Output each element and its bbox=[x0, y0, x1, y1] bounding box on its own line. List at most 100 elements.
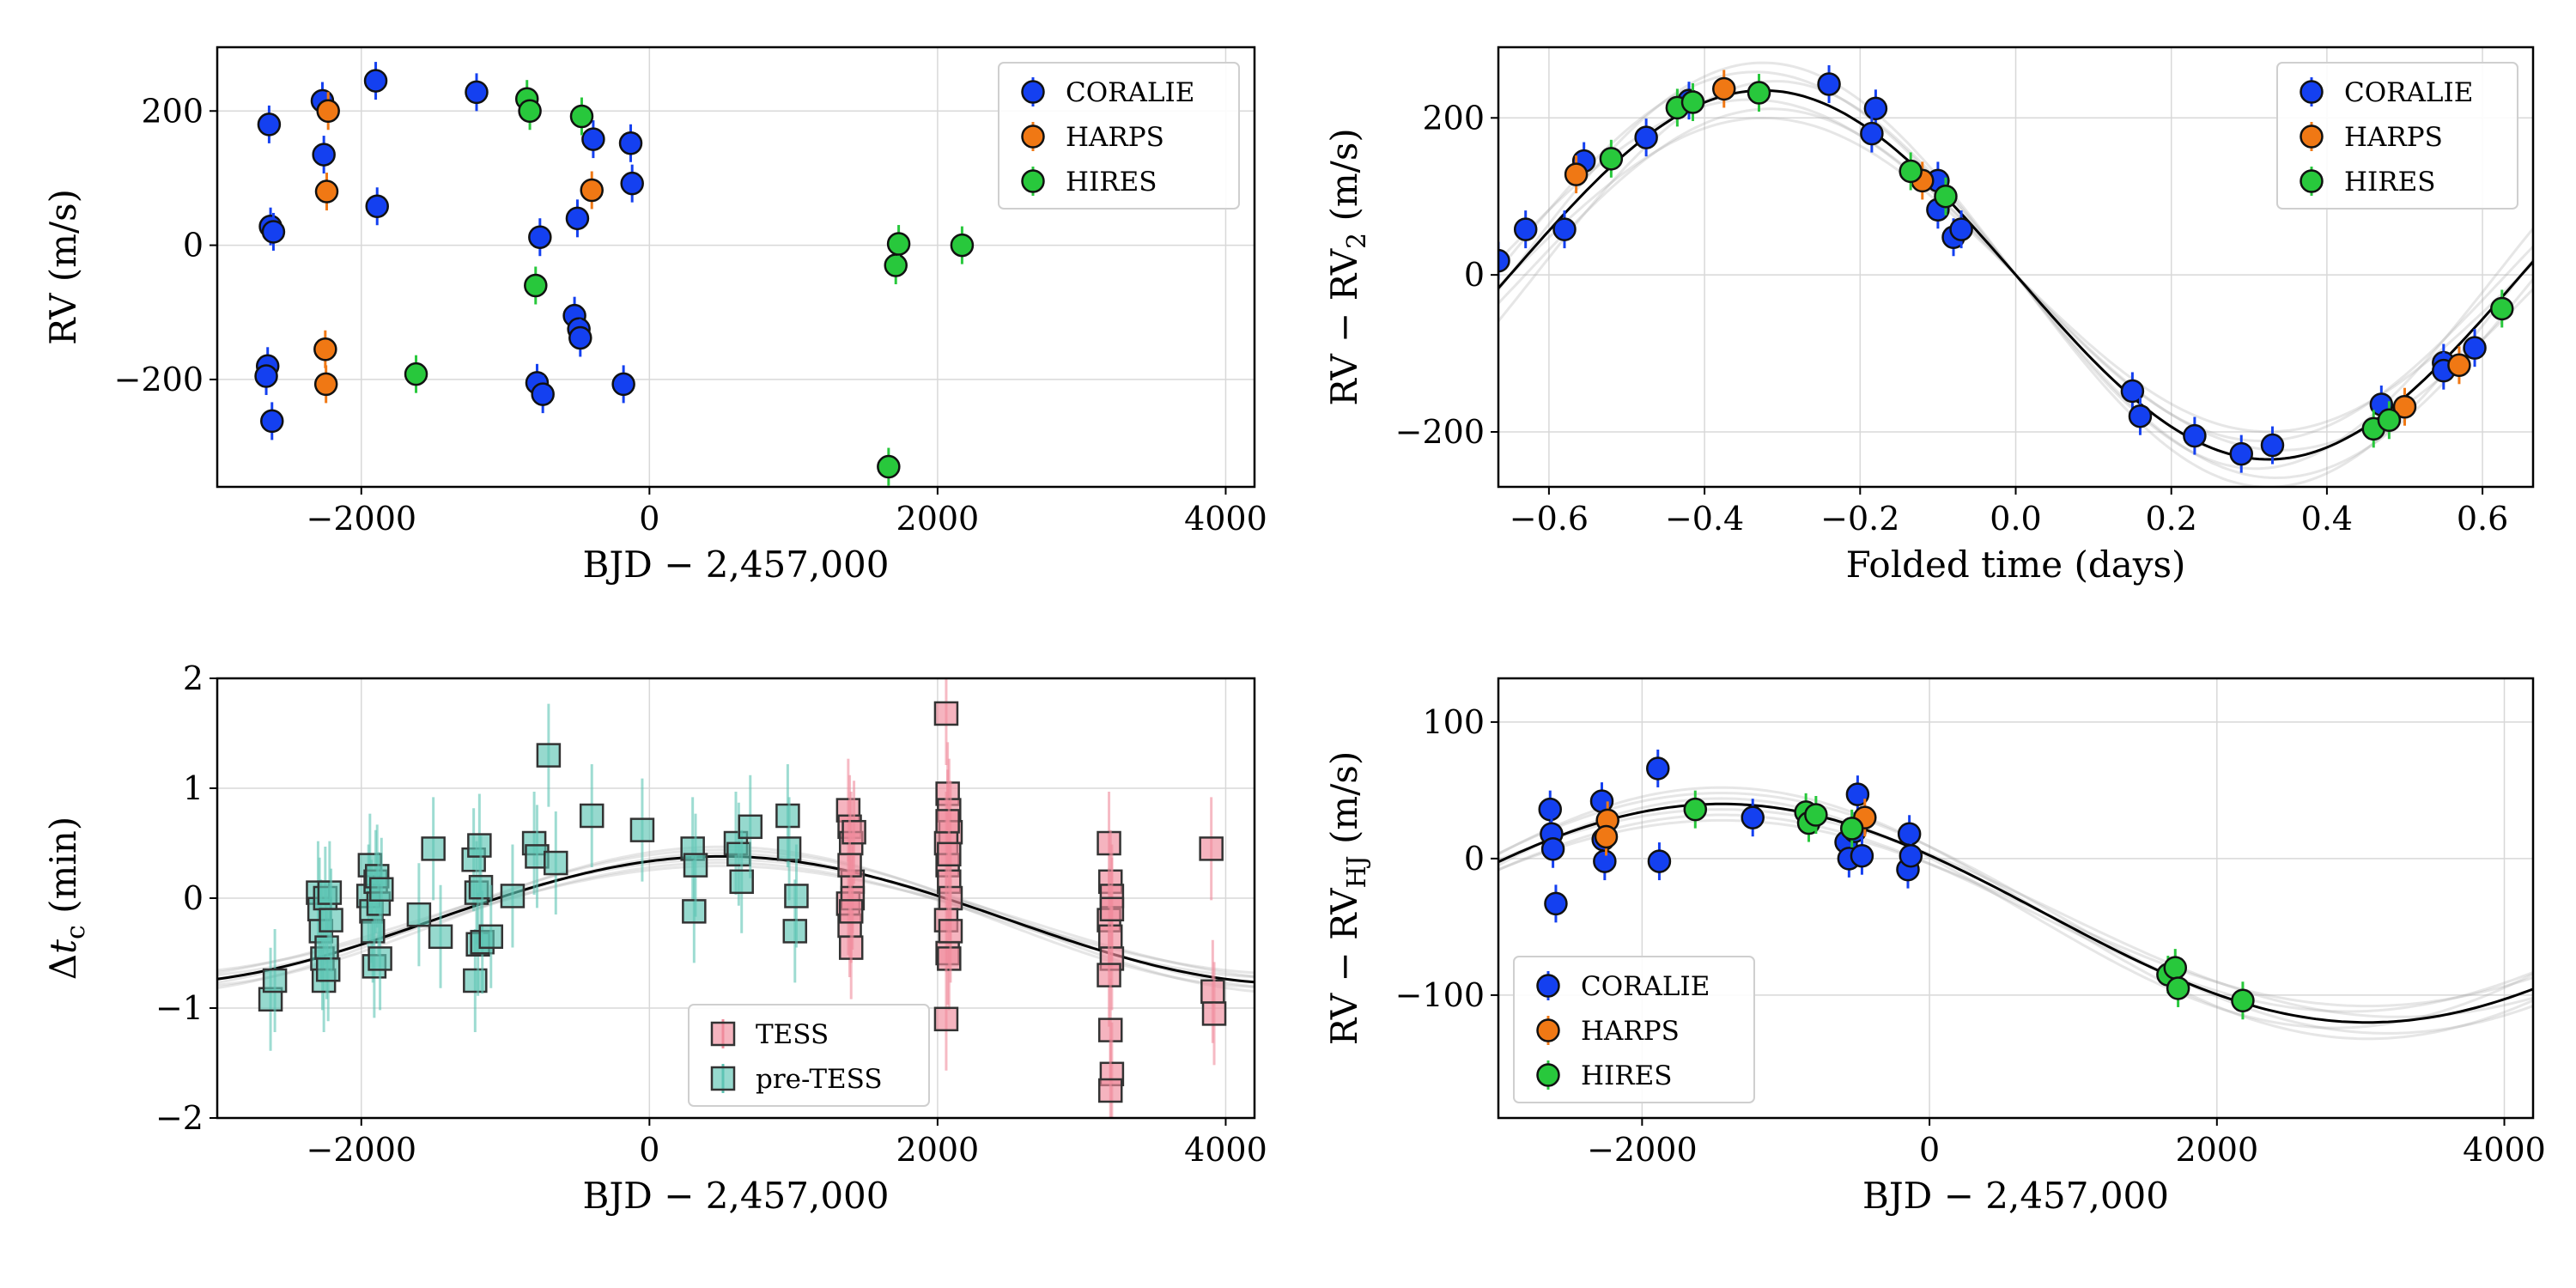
data-point bbox=[877, 454, 901, 479]
legend-label: HIRES bbox=[1581, 1060, 1673, 1091]
data-point bbox=[950, 233, 975, 258]
x-axis-label: Folded time (days) bbox=[1846, 544, 2186, 586]
y-tick-label: −100 bbox=[1395, 976, 1485, 1014]
data-point bbox=[1899, 843, 1923, 868]
x-tick-label: −2000 bbox=[307, 500, 417, 538]
data-point bbox=[1863, 96, 1888, 121]
y-axis-label-sub: 2 bbox=[1342, 233, 1372, 249]
x-tick-label: −0.2 bbox=[1820, 500, 1899, 538]
data-point bbox=[565, 206, 590, 231]
data-square bbox=[536, 743, 562, 768]
y-axis-label-sub: c bbox=[61, 925, 91, 939]
data-square bbox=[837, 853, 862, 878]
legend-frame bbox=[1513, 956, 1755, 1103]
data-point bbox=[581, 127, 605, 151]
x-axis-label: BJD − 2,457,000 bbox=[582, 1175, 889, 1217]
data-point bbox=[1593, 849, 1617, 873]
x-tick-label: 0.2 bbox=[2145, 500, 2196, 538]
data-point bbox=[2377, 408, 2402, 433]
y-tick-label: −200 bbox=[114, 361, 204, 398]
legend-marker bbox=[1021, 80, 1045, 104]
model-sample-curve bbox=[1498, 808, 2533, 1018]
x-tick-label: −0.4 bbox=[1665, 500, 1744, 538]
data-point bbox=[2231, 988, 2255, 1013]
y-axis-label-sub: HJ bbox=[1342, 855, 1372, 888]
x-tick-label: −0.6 bbox=[1510, 500, 1589, 538]
legend-label: CORALIE bbox=[1581, 971, 1710, 1002]
data-point bbox=[316, 99, 340, 124]
legend-marker bbox=[2300, 169, 2324, 193]
data-square bbox=[500, 884, 526, 908]
data-square bbox=[369, 877, 394, 902]
x-tick-label: 2000 bbox=[896, 1131, 980, 1169]
data-square bbox=[841, 819, 866, 845]
data-point bbox=[1599, 147, 1624, 171]
data-point bbox=[620, 171, 644, 196]
legend-marker bbox=[1536, 1063, 1560, 1087]
data-point bbox=[2490, 296, 2514, 321]
data-square bbox=[784, 884, 809, 908]
data-point bbox=[2120, 379, 2145, 404]
data-square bbox=[1097, 1018, 1123, 1042]
model-sample-curve bbox=[1498, 786, 2533, 1041]
data-point bbox=[2392, 394, 2417, 419]
data-point bbox=[465, 80, 489, 105]
data-square bbox=[467, 833, 492, 858]
legend-label: TESS bbox=[756, 1019, 829, 1050]
data-point bbox=[1899, 159, 1923, 184]
data-square bbox=[262, 968, 288, 993]
y-axis-label-suffix: (m/s) bbox=[1323, 751, 1365, 856]
data-point bbox=[518, 99, 542, 124]
data-square bbox=[315, 957, 341, 982]
legend-marker bbox=[2300, 80, 2324, 104]
y-axis-label-suffix: (m/s) bbox=[1323, 128, 1365, 233]
data-square bbox=[782, 919, 808, 944]
legend-marker bbox=[710, 1021, 736, 1047]
data-square bbox=[683, 853, 708, 878]
data-point bbox=[884, 253, 908, 277]
data-point bbox=[2166, 976, 2190, 1000]
data-point bbox=[257, 112, 282, 137]
data-point bbox=[1839, 817, 1864, 841]
data-point bbox=[1897, 822, 1922, 847]
data-square bbox=[579, 803, 605, 829]
y-tick-label: 0 bbox=[183, 227, 204, 264]
plot-area bbox=[217, 678, 1255, 1118]
data-point bbox=[1934, 184, 1958, 209]
data-point bbox=[1594, 824, 1619, 849]
legend-label: HARPS bbox=[1066, 122, 1164, 153]
x-tick-label: 0.0 bbox=[1990, 500, 2041, 538]
data-square bbox=[468, 874, 494, 900]
data-point bbox=[2260, 433, 2285, 458]
data-point bbox=[1747, 81, 1771, 105]
y-axis-label: RV − RV2 (m/s) bbox=[1323, 128, 1372, 406]
data-point bbox=[580, 178, 604, 203]
x-tick-label: 4000 bbox=[1184, 1131, 1267, 1169]
model-curve bbox=[1498, 88, 2533, 461]
data-square bbox=[937, 841, 962, 867]
data-square bbox=[1099, 896, 1125, 922]
data-point bbox=[1804, 803, 1828, 827]
data-square bbox=[317, 880, 343, 905]
data-point bbox=[1711, 76, 1736, 101]
data-point bbox=[569, 104, 594, 129]
y-tick-label: 1 bbox=[183, 769, 204, 807]
data-point bbox=[1860, 121, 1884, 146]
legend-label: pre-TESS bbox=[756, 1064, 883, 1095]
legend: TESS pre-TESS bbox=[688, 1004, 930, 1107]
x-tick-label: 0 bbox=[639, 1131, 659, 1169]
data-point bbox=[528, 225, 552, 249]
data-point bbox=[1683, 797, 1708, 822]
y-axis-label-suffix: (min) bbox=[42, 817, 84, 925]
y-tick-label: 200 bbox=[141, 92, 204, 130]
x-tick-label: −2000 bbox=[1587, 1131, 1698, 1169]
data-point bbox=[313, 372, 338, 397]
data-square bbox=[421, 836, 446, 861]
data-square bbox=[938, 919, 963, 944]
legend-marker bbox=[1536, 1018, 1560, 1042]
data-point bbox=[1634, 125, 1658, 149]
data-point bbox=[254, 364, 278, 388]
legend-marker bbox=[1021, 169, 1045, 193]
